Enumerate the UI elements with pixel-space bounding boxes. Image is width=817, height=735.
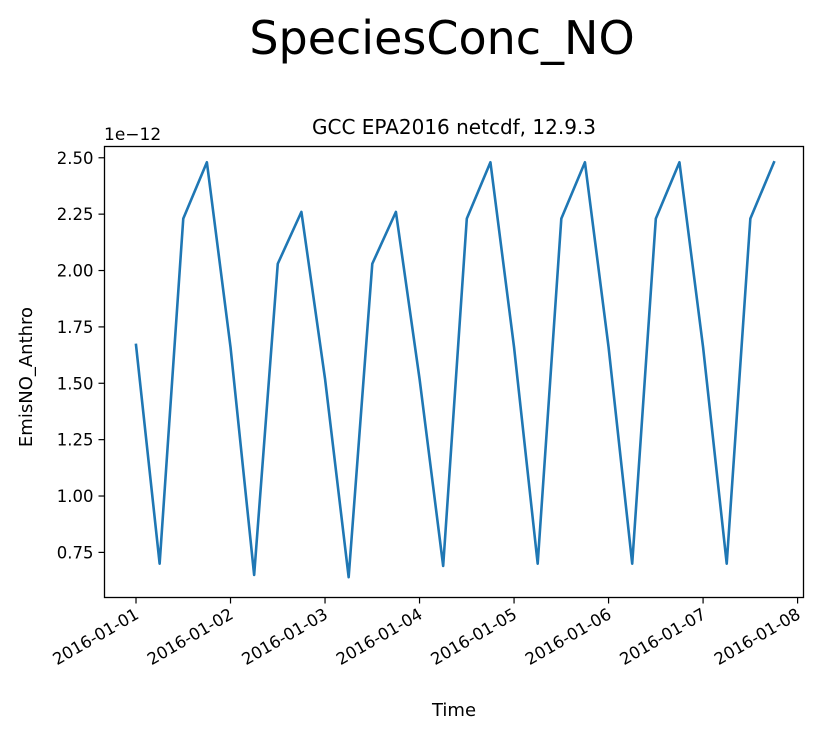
x-tick-label: 2016-01-01 <box>49 605 142 669</box>
x-tick-label: 2016-01-02 <box>144 605 237 669</box>
plot-area: 2016-01-01 2016-01-02 2016-01-03 2016-01-04… <box>49 145 805 669</box>
series-line-0 <box>134 160 776 579</box>
y-tick-label: 2.00 <box>57 262 94 281</box>
figure-suptitle: SpeciesConc_NO <box>249 11 634 65</box>
x-tick-label: 2016-01-04 <box>333 605 426 669</box>
x-tick-label: 2016-01-03 <box>238 605 331 669</box>
y-tick-label: 0.75 <box>57 543 94 562</box>
y-offset-label: 1e−12 <box>104 125 161 145</box>
y-tick-label: 1.75 <box>57 318 94 337</box>
x-axis: 2016-01-01 2016-01-02 2016-01-03 2016-01-04… <box>49 597 804 669</box>
x-tick-label: 2016-01-08 <box>711 605 804 669</box>
y-tick-label: 1.25 <box>57 431 94 450</box>
chart-title: GCC EPA2016 netcdf, 12.9.3 <box>312 115 596 139</box>
x-axis-label: Time <box>431 700 476 721</box>
x-tick-label: 2016-01-07 <box>617 605 710 669</box>
series-layer <box>134 160 776 579</box>
y-tick-label: 1.50 <box>57 374 94 393</box>
y-tick-label: 2.25 <box>57 205 94 224</box>
y-axis-label: EmisNO_Anthro <box>16 307 37 447</box>
y-tick-label: 1.00 <box>57 487 94 506</box>
axes-frame <box>103 145 805 599</box>
y-tick-label: 2.50 <box>57 149 94 168</box>
x-tick-label: 2016-01-06 <box>522 605 615 669</box>
y-axis: 0.75 1.00 1.25 1.50 1.75 2.00 2.25 2.50 <box>57 149 105 562</box>
x-tick-label: 2016-01-05 <box>428 605 521 669</box>
